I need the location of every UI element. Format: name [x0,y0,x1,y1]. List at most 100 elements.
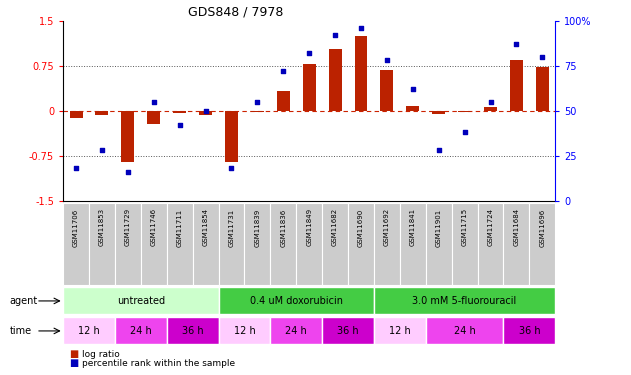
Text: 24 h: 24 h [130,326,151,336]
Bar [400,202,426,285]
Point [330,32,340,38]
Text: 12 h: 12 h [78,326,100,336]
Bar [529,202,555,285]
Bar [63,202,89,285]
Bar [225,111,238,162]
Bar [63,287,218,314]
Bar [452,202,478,285]
Bar [270,317,322,344]
Bar [348,202,374,285]
Text: GSM11684: GSM11684 [514,208,519,246]
Bar [167,317,218,344]
Title: GDS848 / 7978: GDS848 / 7978 [187,5,283,18]
Point [278,68,288,74]
Bar [536,67,549,111]
Text: untreated: untreated [117,296,165,306]
Text: GSM11696: GSM11696 [540,208,545,246]
Text: 24 h: 24 h [285,326,307,336]
Bar [296,202,322,285]
Text: 24 h: 24 h [454,326,476,336]
Bar [380,70,393,111]
Bar [426,202,452,285]
Bar [303,64,316,111]
Text: GSM11839: GSM11839 [254,208,261,246]
Bar [147,111,160,124]
Text: log ratio: log ratio [82,350,120,359]
Bar [322,202,348,285]
Point [149,99,159,105]
Point [382,57,392,63]
Text: GSM11690: GSM11690 [358,208,364,246]
Bar [374,287,555,314]
Point [485,99,495,105]
Point [71,165,81,171]
Bar [426,317,504,344]
Bar [173,111,186,113]
Bar [329,50,341,111]
Bar [244,202,270,285]
Bar [374,202,400,285]
Bar [374,317,426,344]
Bar [89,202,115,285]
Bar [270,202,296,285]
Text: 36 h: 36 h [337,326,359,336]
Text: GSM11715: GSM11715 [462,208,468,246]
Point [252,99,262,105]
Bar [355,36,367,111]
Text: 3.0 mM 5-fluorouracil: 3.0 mM 5-fluorouracil [413,296,517,306]
Text: GSM11706: GSM11706 [73,208,79,246]
Point [227,165,237,171]
Bar [484,107,497,111]
Bar [95,111,109,116]
Bar [251,111,264,112]
Text: 0.4 uM doxorubicin: 0.4 uM doxorubicin [250,296,343,306]
Bar [432,111,445,114]
Text: GSM11854: GSM11854 [203,208,209,246]
Text: time: time [9,326,32,336]
Text: percentile rank within the sample: percentile rank within the sample [82,358,235,368]
Point [537,54,547,60]
Bar [322,317,374,344]
Text: GSM11836: GSM11836 [280,208,286,246]
Bar [406,106,419,111]
Bar [192,202,218,285]
Bar [63,317,115,344]
Bar [218,317,270,344]
Bar [504,202,529,285]
Bar [115,202,141,285]
Bar [199,111,212,116]
Bar [141,202,167,285]
Point [175,122,185,128]
Point [356,25,366,31]
Bar [510,60,523,111]
Text: GSM11849: GSM11849 [306,208,312,246]
Text: GSM11729: GSM11729 [125,208,131,246]
Text: ■: ■ [69,358,79,368]
Text: 36 h: 36 h [519,326,540,336]
Text: GSM11724: GSM11724 [488,208,493,246]
Point [304,50,314,56]
Bar [277,92,290,111]
Point [511,41,521,47]
Point [201,108,211,114]
Bar [458,111,471,112]
Text: 12 h: 12 h [233,326,256,336]
Text: GSM11746: GSM11746 [151,208,156,246]
Bar [504,317,555,344]
Bar [115,317,167,344]
Text: 12 h: 12 h [389,326,411,336]
Point [408,86,418,92]
Text: ■: ■ [69,350,79,359]
Text: GSM11711: GSM11711 [177,208,182,246]
Point [97,147,107,153]
Text: 36 h: 36 h [182,326,203,336]
Point [433,147,444,153]
Bar [121,111,134,162]
Text: agent: agent [9,296,38,306]
Bar [478,202,504,285]
Point [459,129,469,135]
Text: GSM11901: GSM11901 [436,208,442,246]
Bar [69,111,83,118]
Point [123,169,133,175]
Text: GSM11731: GSM11731 [228,208,235,246]
